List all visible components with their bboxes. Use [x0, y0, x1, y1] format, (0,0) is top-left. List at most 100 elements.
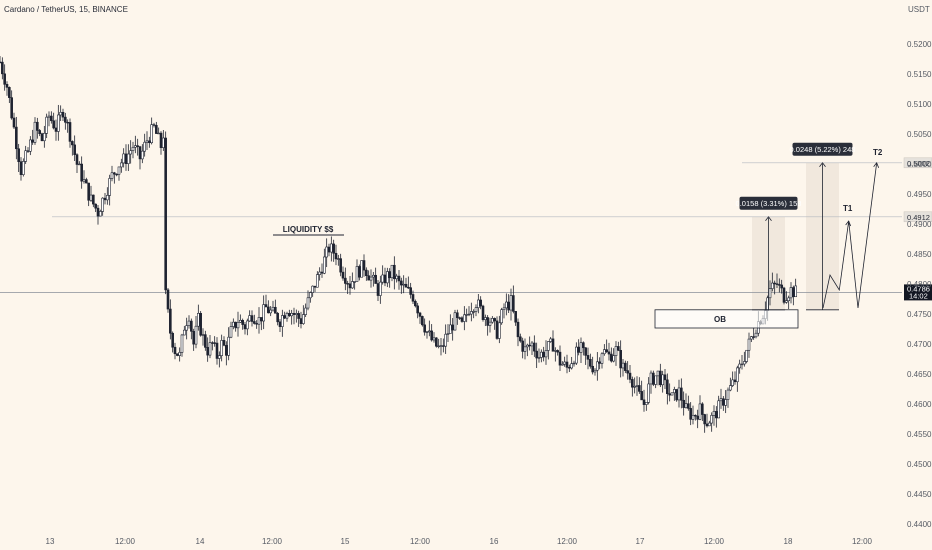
candle-body	[246, 320, 249, 330]
candle-body	[194, 325, 198, 345]
candle-body	[694, 414, 697, 417]
candle-body	[17, 148, 20, 162]
candle-body	[540, 351, 543, 358]
candle-body	[654, 375, 657, 385]
candle-body	[626, 370, 629, 374]
time-tick-label: 12:00	[557, 537, 578, 546]
candle-body	[715, 411, 718, 419]
candle-body	[666, 379, 669, 395]
price-tick-label: 0.4800	[907, 280, 932, 289]
current-price-tag	[904, 284, 932, 301]
candle-body	[12, 117, 16, 128]
candle-body	[299, 318, 303, 324]
candle-body	[493, 318, 496, 322]
candle-body	[421, 316, 424, 326]
candle-body	[122, 153, 125, 164]
candle-body	[239, 319, 242, 323]
candle-body	[701, 403, 704, 415]
candle-body	[689, 408, 692, 420]
candle-body	[117, 166, 121, 175]
candle-body	[645, 402, 648, 405]
candle-body	[691, 414, 695, 420]
candle-body	[656, 370, 660, 377]
candle-body	[740, 363, 744, 366]
candle-body	[61, 111, 65, 118]
annotations: LIQUIDITY $$ OB 0.0158 (3.31%) 158 0.0248 (…	[273, 142, 883, 329]
candle-body	[288, 313, 291, 317]
candle-body	[3, 73, 6, 85]
t1-label: T1	[843, 204, 853, 213]
candle-body	[549, 338, 552, 342]
candle-body	[113, 172, 116, 175]
candle-body	[722, 398, 725, 406]
candle-body	[332, 243, 335, 254]
candle-body	[59, 111, 62, 116]
candle-body	[138, 146, 142, 160]
candle-body	[437, 345, 440, 348]
candle-body	[698, 403, 702, 420]
candle-body	[164, 137, 167, 291]
candle-body	[353, 281, 356, 283]
candle-body	[96, 207, 100, 217]
price-tick-label: 0.5100	[907, 100, 932, 109]
candle-body	[500, 309, 503, 324]
candle-body	[87, 182, 90, 201]
candle-body	[19, 161, 23, 175]
time-tick-label: 12:00	[704, 537, 725, 546]
candle-body	[10, 97, 13, 119]
candle-body	[642, 399, 646, 405]
candle-body	[85, 179, 88, 184]
candle-body	[341, 271, 345, 279]
target1_box-label: 0.0158 (3.31%) 158	[736, 199, 802, 208]
price-tick-label: 0.4600	[907, 400, 932, 409]
candle-body	[439, 345, 443, 347]
candle-body	[687, 403, 690, 409]
candle-body	[220, 340, 223, 356]
candle-body	[267, 306, 270, 314]
candle-body	[297, 313, 300, 319]
price-tick-label: 0.4900	[907, 220, 932, 229]
price-axis-unit: USDT	[908, 5, 930, 14]
candle-body	[115, 173, 118, 176]
candle-body	[393, 264, 396, 280]
candle-body	[631, 379, 634, 388]
candle-body	[306, 297, 310, 309]
candle-body	[402, 283, 405, 286]
candle-body	[302, 314, 305, 324]
candle-body	[390, 264, 394, 279]
candle-body	[159, 132, 163, 148]
candle-body	[157, 132, 160, 135]
time-tick-label: 13	[46, 537, 55, 546]
candle-body	[710, 415, 713, 424]
time-axis[interactable]: 13 12:00 14 12:00 15 12:00 16 12:00 17 12:00 18 12:…	[46, 537, 873, 546]
candle-body	[624, 362, 627, 371]
candle-body	[92, 194, 95, 205]
candle-body	[743, 361, 746, 365]
candle-body	[131, 146, 135, 151]
target1_box-label-bg	[739, 196, 798, 210]
candle-body	[206, 347, 209, 356]
candle-body	[108, 178, 111, 196]
candle-body	[458, 317, 461, 319]
candle-body	[89, 194, 93, 201]
candle-body	[505, 301, 508, 309]
candle-body	[323, 256, 326, 274]
price-tick-label: 0.4400	[907, 520, 932, 529]
time-tick-label: 12:00	[262, 537, 283, 546]
candle-body	[54, 127, 58, 132]
candle-body	[792, 287, 795, 298]
candle-body	[136, 145, 139, 147]
candle-body	[570, 363, 573, 369]
candle-body	[171, 332, 174, 348]
price-tick-label: 0.4550	[907, 430, 932, 439]
time-tick-label: 12:00	[852, 537, 873, 546]
candle-body	[724, 399, 727, 406]
candle-body	[568, 367, 571, 369]
candle-body	[222, 340, 226, 346]
candle-body	[337, 258, 340, 260]
candle-body	[36, 121, 39, 131]
candle-body	[283, 315, 286, 319]
candle-body	[250, 315, 254, 322]
